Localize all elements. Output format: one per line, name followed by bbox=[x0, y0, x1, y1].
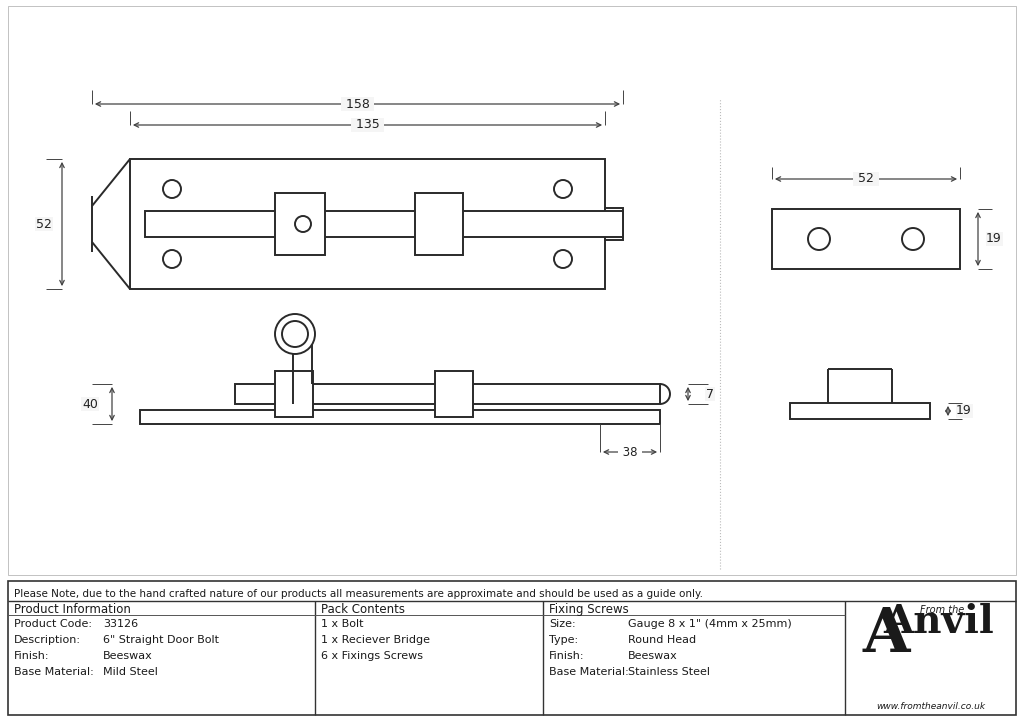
Bar bbox=[130, 159, 605, 289]
Circle shape bbox=[275, 314, 315, 354]
Bar bbox=[0, 0, 1024, 579]
Text: 6" Straight Door Bolt: 6" Straight Door Bolt bbox=[103, 635, 219, 645]
Bar bbox=[8, 581, 1016, 715]
Text: Base Material:: Base Material: bbox=[549, 667, 629, 677]
Text: 40: 40 bbox=[82, 398, 98, 411]
Bar bbox=[145, 211, 623, 237]
Text: Type:: Type: bbox=[549, 635, 579, 645]
Circle shape bbox=[295, 216, 311, 232]
Text: Product Information: Product Information bbox=[14, 603, 131, 616]
Text: Pack Contents: Pack Contents bbox=[321, 603, 406, 616]
Bar bbox=[140, 410, 660, 424]
Text: 38: 38 bbox=[618, 446, 641, 459]
Text: www.fromtheanvil.co.uk: www.fromtheanvil.co.uk bbox=[876, 702, 985, 711]
Text: 33126: 33126 bbox=[103, 619, 138, 629]
Text: Round Head: Round Head bbox=[628, 635, 696, 645]
Text: Fixing Screws: Fixing Screws bbox=[549, 603, 629, 616]
Text: Finish:: Finish: bbox=[549, 651, 585, 661]
Bar bbox=[275, 371, 313, 417]
Text: Description:: Description: bbox=[14, 635, 81, 645]
Bar bbox=[790, 403, 930, 419]
Text: 19: 19 bbox=[986, 232, 1001, 245]
Bar bbox=[605, 208, 623, 240]
Circle shape bbox=[808, 228, 830, 250]
Bar bbox=[435, 371, 473, 417]
Bar bbox=[275, 193, 325, 255]
Circle shape bbox=[163, 180, 181, 198]
Text: A: A bbox=[863, 605, 910, 665]
Bar bbox=[8, 6, 1016, 575]
Circle shape bbox=[554, 180, 572, 198]
Text: 1 x Bolt: 1 x Bolt bbox=[321, 619, 364, 629]
Text: 1 x Reciever Bridge: 1 x Reciever Bridge bbox=[321, 635, 430, 645]
Circle shape bbox=[902, 228, 924, 250]
Text: From the: From the bbox=[921, 605, 965, 615]
Text: 19: 19 bbox=[956, 405, 972, 418]
Text: 6 x Fixings Screws: 6 x Fixings Screws bbox=[321, 651, 423, 661]
Text: Base Material:: Base Material: bbox=[14, 667, 94, 677]
Text: Beeswax: Beeswax bbox=[103, 651, 153, 661]
Text: Finish:: Finish: bbox=[14, 651, 49, 661]
Bar bbox=[415, 193, 463, 255]
Text: 158: 158 bbox=[342, 98, 374, 111]
Bar bbox=[0, 579, 1024, 719]
Text: Mild Steel: Mild Steel bbox=[103, 667, 158, 677]
Text: 52: 52 bbox=[36, 218, 52, 231]
Text: Product Code:: Product Code: bbox=[14, 619, 92, 629]
Text: Please Note, due to the hand crafted nature of our products all measurements are: Please Note, due to the hand crafted nat… bbox=[14, 589, 703, 599]
Text: Stainless Steel: Stainless Steel bbox=[628, 667, 710, 677]
Bar bbox=[234, 384, 660, 404]
Text: Gauge 8 x 1" (4mm x 25mm): Gauge 8 x 1" (4mm x 25mm) bbox=[628, 619, 792, 629]
Bar bbox=[772, 209, 961, 269]
Circle shape bbox=[554, 250, 572, 268]
Text: 52: 52 bbox=[854, 173, 878, 186]
Circle shape bbox=[282, 321, 308, 347]
Text: Size:: Size: bbox=[549, 619, 575, 629]
Text: 7: 7 bbox=[706, 388, 714, 400]
Text: Anvil: Anvil bbox=[883, 603, 994, 641]
Text: 135: 135 bbox=[351, 119, 383, 132]
Circle shape bbox=[163, 250, 181, 268]
Text: Beeswax: Beeswax bbox=[628, 651, 678, 661]
